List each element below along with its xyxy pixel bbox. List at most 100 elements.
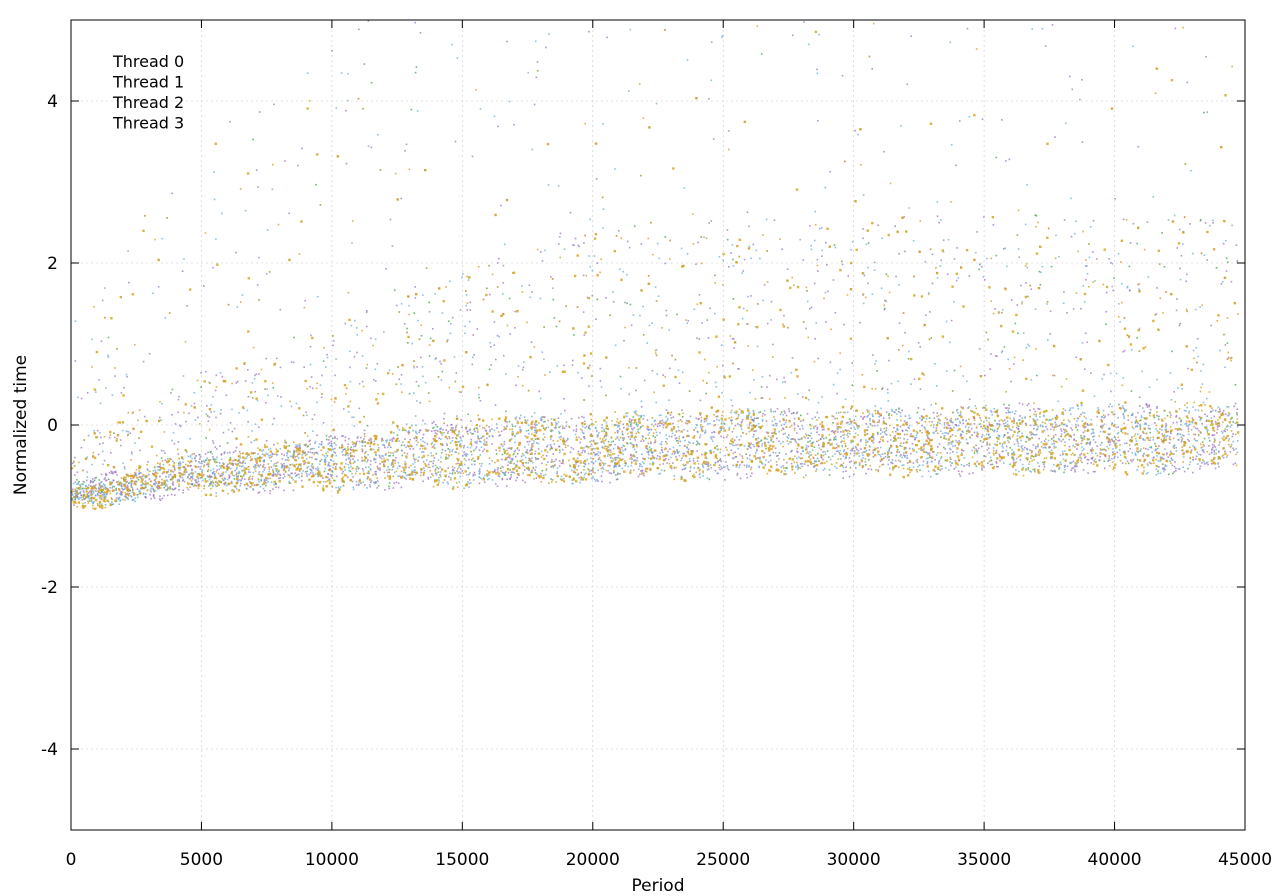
data-point	[954, 444, 956, 447]
data-point	[798, 456, 800, 459]
data-point	[1152, 439, 1155, 441]
data-point	[778, 440, 780, 443]
data-point	[266, 229, 269, 231]
data-point	[832, 383, 835, 386]
data-point	[628, 418, 631, 420]
data-point	[1153, 416, 1156, 419]
data-point	[943, 446, 945, 449]
data-point	[533, 431, 536, 434]
data-point	[634, 455, 636, 458]
data-point	[387, 466, 389, 468]
data-point	[761, 445, 763, 447]
data-point	[883, 150, 885, 153]
data-point	[160, 449, 163, 452]
data-point	[224, 483, 226, 486]
data-point	[316, 451, 318, 454]
data-point	[664, 236, 667, 238]
data-point	[815, 322, 817, 324]
data-point	[333, 451, 335, 453]
data-point	[1031, 450, 1033, 452]
data-point	[883, 431, 886, 433]
data-point	[637, 428, 640, 431]
data-point	[934, 458, 936, 461]
data-point	[76, 493, 79, 496]
data-point	[499, 467, 502, 469]
data-point	[461, 464, 463, 466]
data-point	[1172, 446, 1175, 448]
data-point	[891, 462, 894, 465]
data-point	[272, 471, 275, 473]
data-point	[432, 427, 434, 429]
data-point	[1016, 435, 1019, 437]
data-point	[738, 368, 740, 370]
data-point	[981, 469, 983, 471]
data-point	[423, 467, 425, 469]
data-point	[316, 466, 319, 469]
data-point	[1175, 467, 1177, 470]
data-point	[903, 420, 906, 422]
data-point	[1146, 221, 1149, 223]
data-point	[368, 472, 370, 475]
data-point	[970, 427, 973, 430]
data-point	[407, 445, 409, 447]
data-point	[191, 483, 193, 486]
data-point	[616, 478, 619, 480]
data-point	[957, 411, 959, 414]
data-point	[1227, 406, 1230, 408]
data-point	[427, 429, 430, 432]
data-point	[1129, 447, 1131, 450]
data-point	[127, 250, 129, 252]
data-point	[1080, 453, 1083, 455]
data-point	[824, 453, 827, 456]
data-point	[976, 435, 979, 438]
data-point	[1217, 422, 1219, 424]
data-point	[123, 488, 126, 490]
data-point	[684, 468, 686, 470]
data-point	[686, 420, 689, 422]
data-point	[100, 481, 103, 483]
data-point	[415, 424, 417, 426]
data-point	[808, 455, 811, 458]
data-point	[1185, 425, 1188, 427]
data-point	[1190, 429, 1193, 431]
data-point	[622, 444, 624, 447]
data-point	[653, 441, 656, 444]
data-point	[194, 419, 197, 421]
data-point	[1063, 431, 1066, 434]
data-point	[833, 436, 836, 439]
data-point	[519, 429, 521, 431]
data-point	[1193, 438, 1196, 440]
data-point	[969, 437, 971, 439]
data-point	[912, 240, 915, 242]
data-point	[1083, 427, 1086, 429]
data-point	[804, 437, 807, 439]
data-point	[888, 459, 890, 461]
data-point	[1076, 448, 1078, 450]
data-point	[103, 487, 105, 490]
data-point	[665, 409, 668, 411]
data-point	[1113, 457, 1115, 460]
data-point	[1140, 416, 1143, 419]
data-point	[225, 394, 228, 397]
data-point	[497, 475, 500, 477]
data-point	[497, 467, 499, 469]
data-point	[416, 366, 418, 368]
data-point	[493, 471, 496, 473]
data-point	[916, 411, 919, 414]
data-point	[702, 466, 705, 469]
data-point	[228, 476, 231, 479]
data-point	[919, 430, 921, 432]
data-point	[397, 461, 400, 464]
data-point	[971, 410, 973, 413]
data-point	[500, 204, 502, 207]
data-point	[562, 427, 564, 430]
data-point	[984, 407, 986, 409]
data-point	[698, 338, 701, 340]
data-point	[1199, 418, 1202, 420]
data-point	[160, 457, 163, 459]
data-point	[101, 485, 104, 487]
data-point	[1172, 472, 1174, 475]
data-point	[412, 463, 414, 465]
data-point	[1039, 424, 1042, 426]
data-point	[140, 472, 142, 474]
